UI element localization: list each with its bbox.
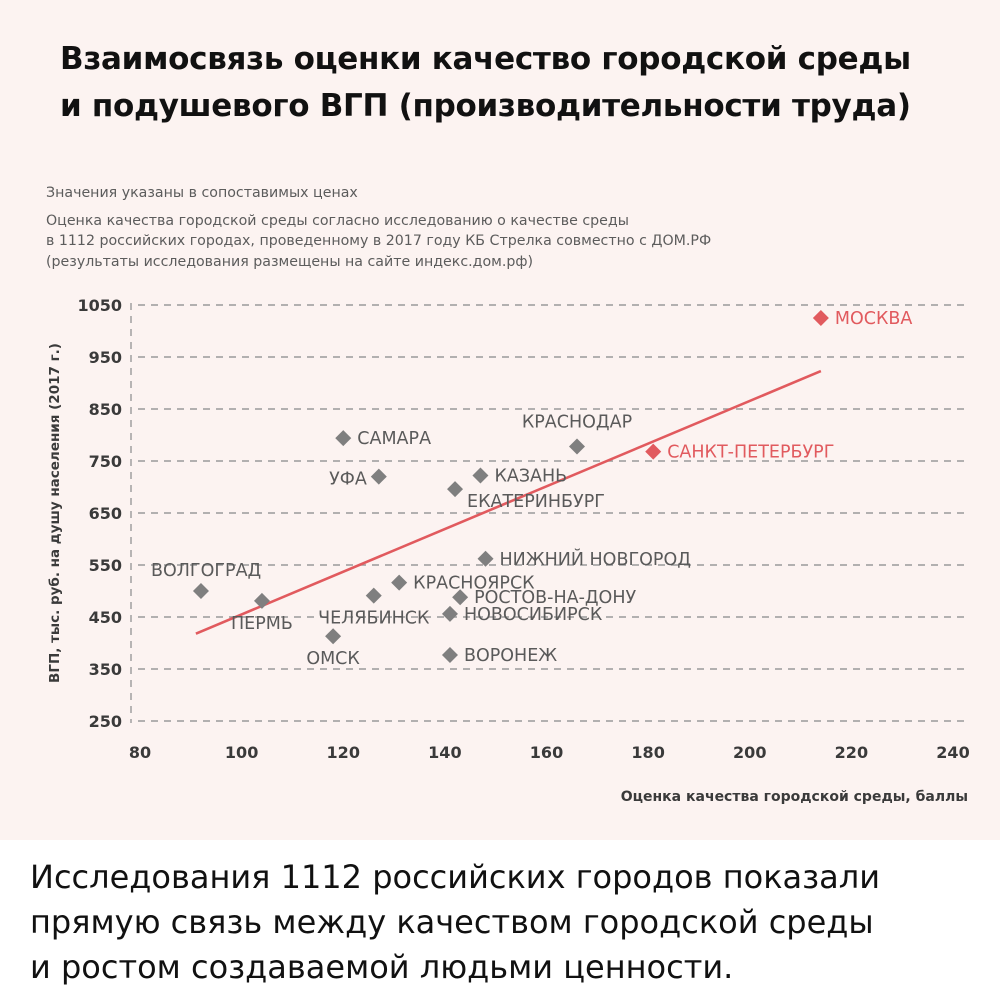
summary-line-3: и ростом создаваемой людьми ценности. [30, 948, 734, 986]
point-label-воронеж: ВОРОНЕЖ [464, 646, 557, 666]
chart-notes: Значения указаны в сопоставимых ценах Оц… [46, 183, 926, 272]
title-line-2: и подушевого ВГП (производительности тру… [60, 88, 911, 124]
trend-line [195, 369, 822, 635]
data-point-красноярск [391, 574, 408, 591]
data-point-санкт-петербург [645, 443, 662, 460]
x-tick-label: 180 [631, 743, 664, 762]
x-tick-label: 120 [327, 743, 360, 762]
page-title: Взаимосвязь оценки качество городской ср… [60, 36, 960, 130]
x-tick-label: 80 [129, 743, 151, 762]
data-point-ростов-на-дону [452, 589, 469, 606]
x-tick-label: 100 [225, 743, 258, 762]
data-point-казань [472, 467, 489, 484]
y-axis-label: ВГП, тыс. руб. на душу населения (2017 г… [47, 343, 63, 683]
note-line-2: Оценка качества городской среды согласно… [46, 212, 629, 229]
y-tick-label: 650 [89, 504, 122, 523]
data-point-пермь [253, 592, 270, 609]
data-point-волгоград [192, 583, 209, 599]
y-tick-label: 950 [89, 348, 122, 367]
point-label-волгоград: ВОЛГОГРАД [151, 561, 261, 581]
point-label-уфа: УФА [329, 470, 367, 490]
data-point-новосибирск [441, 605, 458, 622]
x-tick-label: 240 [936, 743, 969, 762]
x-axis-label: Оценка качества городской среды, баллы [621, 789, 968, 805]
point-label-новосибирск: НОВОСИБИРСК [464, 605, 603, 625]
y-tick-label: 550 [89, 556, 122, 575]
point-label-омск: ОМСК [306, 649, 360, 669]
data-point-москва [812, 310, 829, 326]
x-tick-label: 140 [428, 743, 461, 762]
data-point-екатеринбург [447, 481, 464, 498]
note-line-4: (результаты исследования размещены на са… [46, 253, 534, 270]
point-label-ростов-на-дону: РОСТОВ-НА-ДОНУ [474, 588, 636, 608]
summary-text: Исследования 1112 российских городов пок… [30, 855, 970, 990]
data-point-воронеж [441, 646, 458, 663]
point-label-краснодар: КРАСНОДАР [522, 412, 632, 432]
point-label-санкт-петербург: САНКТ-ПЕТЕРБУРГ [667, 443, 834, 463]
data-point-нижний-новгород [477, 550, 494, 567]
point-label-челябинск: ЧЕЛЯБИНСК [318, 609, 430, 629]
y-tick-label: 850 [89, 400, 122, 419]
y-tick-label: 1050 [77, 296, 122, 315]
data-point-самара [335, 430, 352, 447]
data-point-уфа [370, 468, 387, 485]
note-line-3: в 1112 российских городах, проведенному … [46, 233, 712, 249]
point-label-казань: КАЗАНЬ [494, 467, 567, 487]
y-tick-label: 350 [89, 660, 122, 679]
scatter-chart: 1050 950 850 750 650 550 450 350 250 80 100 120 140 1… [47, 296, 970, 805]
chart-panel-background [0, 0, 1000, 840]
title-line-1: Взаимосвязь оценки качество городской ср… [60, 41, 911, 77]
data-point-омск [325, 628, 342, 645]
x-tick-label: 200 [733, 743, 766, 762]
point-label-екатеринбург: ЕКАТЕРИНБУРГ [467, 492, 605, 512]
data-point-челябинск [365, 587, 382, 604]
note-line-1: Значения указаны в сопоставимых ценах [46, 185, 358, 201]
point-label-нижний-новгород: НИЖНИЙ НОВГОРОД [500, 548, 691, 570]
x-tick-label: 220 [835, 743, 868, 762]
point-label-пермь: ПЕРМЬ [231, 614, 293, 634]
y-tick-label: 250 [89, 712, 122, 731]
summary-line-1: Исследования 1112 российских городов пок… [30, 858, 881, 896]
y-tick-label: 450 [89, 608, 122, 627]
x-tick-label: 160 [530, 743, 563, 762]
point-label-самара: САМАРА [357, 429, 431, 449]
point-label-москва: МОСКВА [835, 309, 913, 329]
point-label-красноярск: КРАСНОЯРСК [413, 574, 535, 594]
summary-line-2: прямую связь между качеством городской с… [30, 903, 874, 941]
data-point-краснодар [568, 438, 585, 455]
y-tick-label: 750 [89, 452, 122, 471]
